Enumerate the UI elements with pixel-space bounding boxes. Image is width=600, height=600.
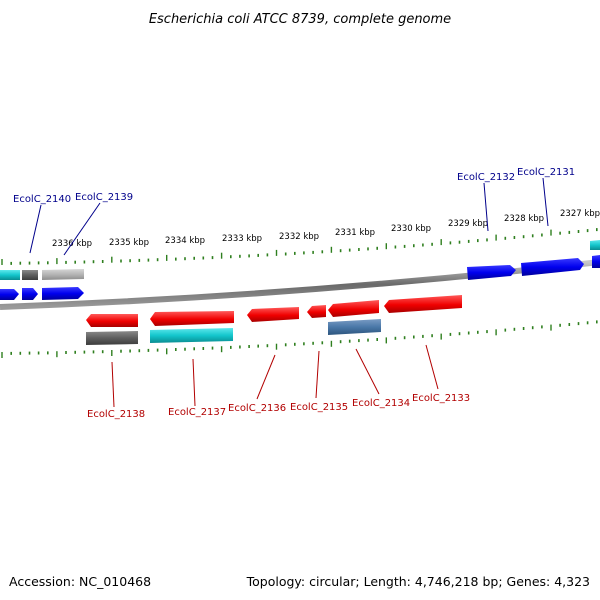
gene-label-ecolc-2137[interactable]: EcolC_2137 (168, 407, 226, 418)
gene-label-ecolc-2134[interactable]: EcolC_2134 (352, 398, 410, 409)
kbp-label: 2333 kbp (222, 234, 262, 244)
gene-label-ecolc-2138[interactable]: EcolC_2138 (87, 409, 145, 420)
accession-text: Accession: NC_010468 (9, 574, 151, 589)
kbp-label: 2335 kbp (109, 238, 149, 248)
genome-backbone (0, 259, 600, 310)
gene-arrow[interactable] (22, 288, 38, 300)
gene-arrow[interactable] (467, 265, 516, 280)
gene-arrow[interactable] (42, 287, 84, 300)
gene-arrow[interactable] (307, 305, 326, 318)
kbp-label: 2334 kbp (165, 236, 205, 246)
reverse-strand-genes (86, 295, 462, 345)
gene-arrow[interactable] (328, 300, 379, 317)
outer-tick-ring (1, 228, 598, 265)
gene-label-ecolc-2136[interactable]: EcolC_2136 (228, 403, 286, 414)
gene-arrow[interactable] (328, 319, 381, 335)
gene-arrow[interactable] (247, 307, 299, 322)
kbp-label: 2330 kbp (391, 224, 431, 234)
kbp-label: 2332 kbp (279, 232, 319, 242)
kbp-label: 2331 kbp (335, 228, 375, 238)
genome-title: Escherichia coli ATCC 8739, complete gen… (149, 12, 451, 27)
gene-arrow[interactable] (590, 240, 600, 250)
kbp-scale: 2336 kbp 2335 kbp 2334 kbp 2333 kbp 2332… (52, 209, 600, 249)
gene-label-ecolc-2133[interactable]: EcolC_2133 (412, 393, 470, 404)
inner-tick-ring (1, 320, 598, 358)
gene-label-ecolc-2132[interactable]: EcolC_2132 (457, 172, 515, 183)
gene-arrow[interactable] (42, 269, 84, 280)
gene-arrow[interactable] (521, 258, 584, 276)
gene-label-ecolc-2140[interactable]: EcolC_2140 (13, 194, 71, 205)
forward-label-leaders (29, 177, 549, 256)
kbp-label: 2329 kbp (448, 219, 488, 229)
gene-arrow[interactable] (592, 255, 600, 268)
kbp-label: 2328 kbp (504, 214, 544, 224)
gene-label-ecolc-2131[interactable]: EcolC_2131 (517, 167, 575, 178)
gene-arrow[interactable] (384, 295, 462, 313)
kbp-label: 2327 kbp (560, 209, 600, 219)
gene-arrow[interactable] (86, 314, 138, 327)
gene-arrow[interactable] (0, 289, 19, 300)
genome-stats-text: Topology: circular; Length: 4,746,218 bp… (246, 574, 590, 589)
gene-label-ecolc-2139[interactable]: EcolC_2139 (75, 192, 133, 203)
gene-arrow[interactable] (0, 270, 20, 280)
gene-arrow[interactable] (22, 270, 38, 280)
reverse-label-leaders (111, 344, 439, 408)
forward-strand-genes (0, 240, 600, 300)
gene-arrow[interactable] (86, 331, 138, 345)
gene-arrow[interactable] (150, 328, 233, 343)
gene-arrow[interactable] (150, 311, 234, 326)
gene-label-ecolc-2135[interactable]: EcolC_2135 (290, 402, 348, 413)
